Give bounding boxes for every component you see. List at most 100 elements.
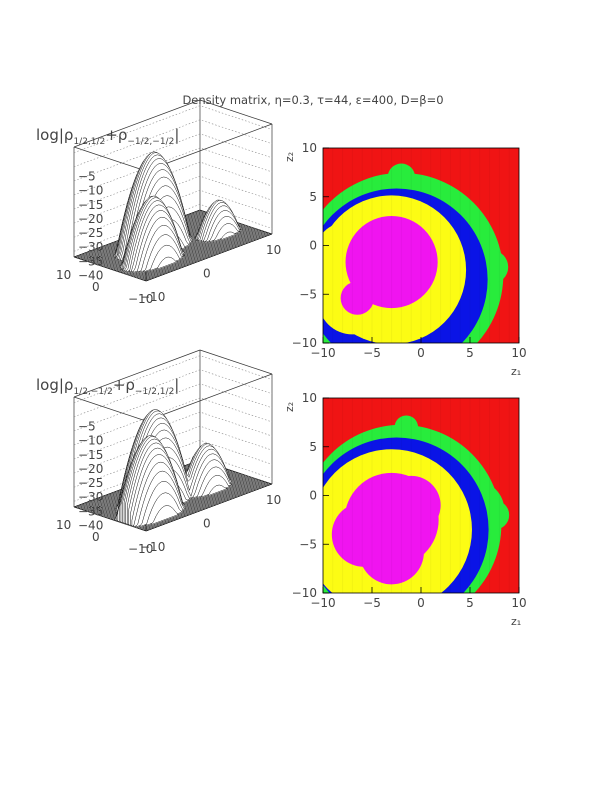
box-edge [73,349,201,398]
x-tick-label: 5 [466,346,474,360]
mesh-strip [142,482,269,531]
z-tick-label: −5 [78,420,96,434]
grid-line [73,439,273,488]
x-tick-label: 10 [266,243,281,257]
x-tick-label: −10 [140,290,165,304]
x-tick-label: −5 [363,596,381,610]
x-tick-label: 10 [511,596,526,610]
z-tick-label: −10 [78,434,103,448]
heatmap-regions-top [323,148,519,343]
y-tick-label: 0 [92,280,100,294]
z-tick-label: −5 [78,170,96,184]
surface-title-top: log|ρ1/2,1/2+ρ−1/2,−1/2| [36,126,179,147]
y-tick-label: 5 [309,190,317,204]
surface-panel-top: log|ρ1/2,1/2+ρ−1/2,−1/2| −5−10−15−20−25−… [36,99,281,306]
box-edge [199,349,273,375]
x-tick-label: 10 [511,346,526,360]
z-tick-label: −15 [78,448,103,462]
surface-mesh-bottom [73,409,273,532]
grid-line [73,119,273,168]
grid-line [73,355,273,403]
y-tick-label: −10 [128,292,153,306]
x-tick-label: 0 [203,517,211,531]
mesh-strip [145,483,273,532]
mesh-strip [139,481,266,530]
mesh-strip [144,233,271,281]
z-tick-label: −35 [78,254,103,268]
grid-line [73,397,273,446]
y-tick-label: 10 [56,518,71,532]
z-tick-label: −20 [78,212,103,226]
x-tick-label: 0 [417,346,425,360]
x-axis-label: z₁ [511,615,521,628]
mesh-strip [144,483,271,531]
grid-line [73,383,273,432]
mesh-strip [141,482,268,530]
grid-line [73,204,273,252]
region-magenta [359,519,424,585]
region-magenta [345,216,438,309]
x-axis-label: z₁ [511,365,521,378]
mesh-strip [138,231,265,279]
mesh-strip [145,233,273,282]
box-edge [73,146,147,172]
y-tick-label: 0 [92,530,100,544]
z-tick-label: −10 [78,184,103,198]
y-tick-label: 10 [56,268,71,282]
box-edge [145,373,273,422]
y-tick-label: −10 [292,586,317,600]
y-tick-label: −10 [292,336,317,350]
z-tick-label: −35 [78,504,103,518]
surface-title-bottom: log|ρ1/2,−1/2+ρ−1/2,1/2| [36,376,179,397]
mesh-strip [134,230,262,278]
z-tick-label: −15 [78,198,103,212]
grid-line [73,411,273,460]
heatmap-axes-bottom: −10 −5 0 5 10 10 5 0 −5 −10 z₁ z₂ [283,391,527,628]
z-tick-label: −30 [78,490,103,504]
x-tick-label: 0 [417,596,425,610]
surface-panel-bottom: log|ρ1/2,−1/2+ρ−1/2,1/2| −5−10−15−20−25−… [36,349,281,556]
y-axis-label: z₂ [283,152,296,162]
x-tick-label: −10 [140,540,165,554]
heatmap-regions-bottom [323,398,519,593]
grid-line [73,425,273,474]
y-tick-label: −10 [128,542,153,556]
surface-mesh-top [73,151,273,282]
y-tick-label: −5 [299,537,317,551]
y-tick-label: 10 [302,141,317,155]
y-axis-label: z₂ [283,402,296,412]
x-tick-label: −5 [363,346,381,360]
z-tick-label: −30 [78,240,103,254]
mesh-strip [136,230,263,279]
grid-line [73,369,273,418]
grid-line [73,175,273,224]
grid-line [73,133,273,182]
box-edge [73,99,201,148]
region-group [323,398,519,593]
region-group [323,148,519,343]
mesh-strip [142,232,269,281]
grid-line [73,147,273,196]
y-tick-label: 5 [309,440,317,454]
heatmap-panel-bottom: −10 −5 0 5 10 10 5 0 −5 −10 z₁ z₂ [283,391,527,628]
grid-line [73,161,273,210]
box-edge [73,396,147,422]
x-tick-label: −10 [310,596,335,610]
z-tick-label: −40 [78,518,103,532]
y-tick-label: −5 [299,287,317,301]
z-tick-label: −20 [78,462,103,476]
heatmap-panel-top: −10 −5 0 5 10 10 5 0 −5 −10 z₁ z₂ [283,141,527,378]
region-magenta [381,475,441,535]
y-tick-label: 0 [309,489,317,503]
figure-title: Density matrix, η=0.3, τ=44, ε=400, D=β=… [182,93,443,107]
mesh-strip [141,232,268,280]
z-tick-label: −25 [78,476,103,490]
grid-line [73,189,273,238]
x-tick-label: 5 [466,596,474,610]
z-tick-label: −40 [78,268,103,282]
x-tick-label: −10 [310,346,335,360]
region-magenta [340,281,374,315]
